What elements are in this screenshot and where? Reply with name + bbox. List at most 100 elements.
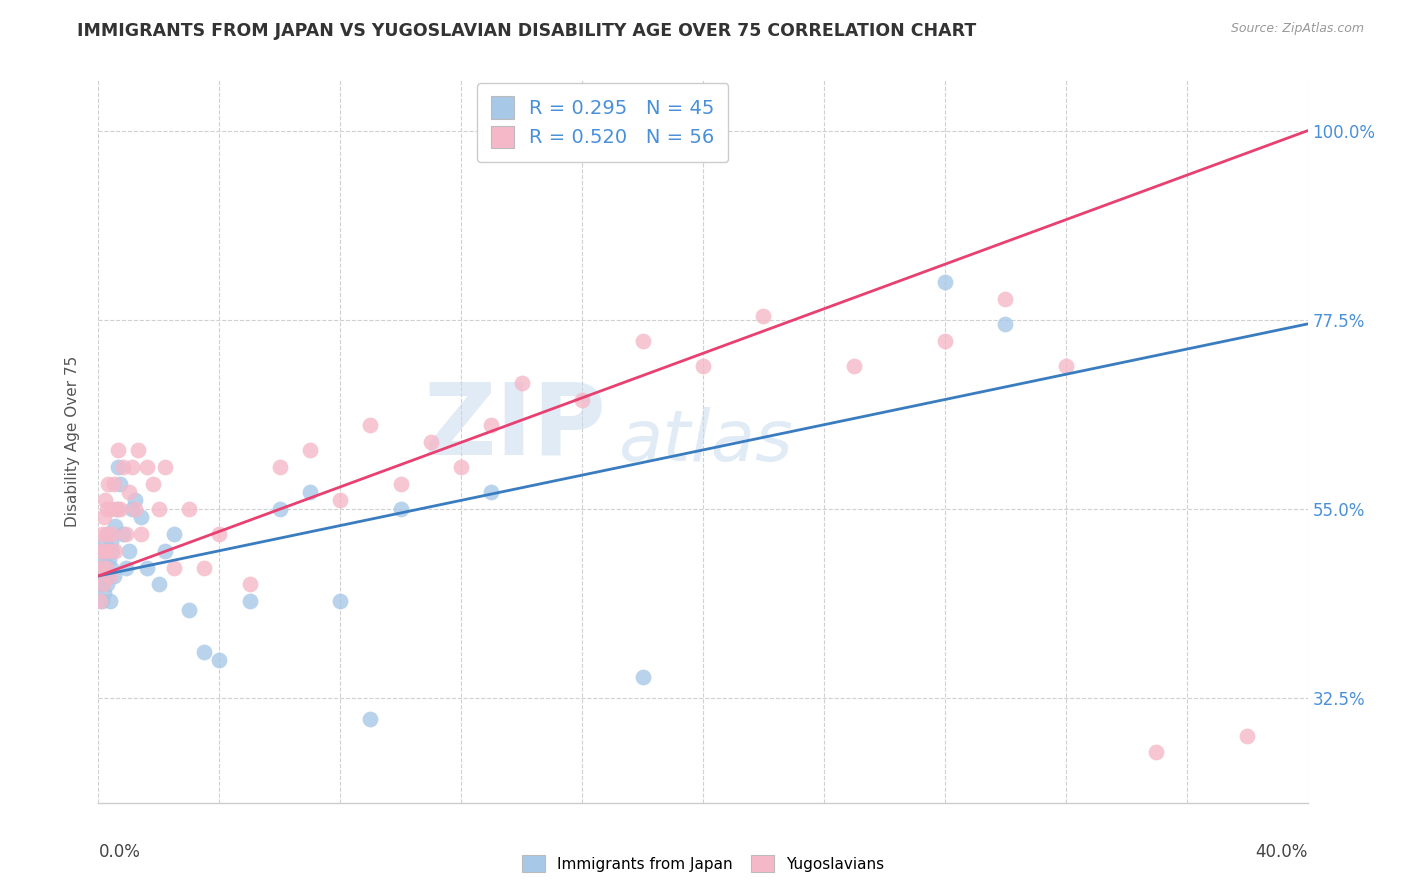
Point [93, 552, 115, 566]
Point [142, 476, 165, 491]
Point [420, 434, 443, 449]
Point [148, 501, 170, 516]
Point [163, 560, 186, 574]
Point [389, 501, 412, 516]
Point [129, 527, 152, 541]
Point [108, 501, 131, 516]
Point [94, 493, 117, 508]
Point [239, 594, 262, 608]
Point [91, 594, 114, 608]
Point [114, 560, 136, 574]
Point [96, 527, 118, 541]
Point [148, 577, 170, 591]
Point [98, 543, 121, 558]
Point [108, 476, 131, 491]
Point [269, 459, 291, 474]
Text: 40.0%: 40.0% [1256, 843, 1308, 861]
Point [103, 569, 125, 583]
Point [101, 543, 124, 558]
Point [153, 459, 176, 474]
Legend: Immigrants from Japan, Yugoslavians: Immigrants from Japan, Yugoslavians [515, 847, 891, 880]
Y-axis label: Disability Age Over 75: Disability Age Over 75 [65, 356, 80, 527]
Point [97, 476, 120, 491]
Point [934, 275, 956, 289]
Point [269, 501, 291, 516]
Point [994, 292, 1017, 306]
Point [389, 476, 412, 491]
Point [360, 712, 382, 726]
Point [135, 459, 157, 474]
Text: ZIP: ZIP [423, 378, 606, 475]
Point [299, 485, 322, 500]
Point [163, 527, 186, 541]
Point [571, 392, 593, 407]
Point [934, 334, 956, 348]
Point [91, 577, 114, 591]
Point [97, 569, 120, 583]
Text: 0.0%: 0.0% [98, 843, 141, 861]
Point [89, 594, 111, 608]
Point [752, 309, 775, 323]
Point [208, 653, 231, 667]
Point [153, 543, 176, 558]
Point [135, 560, 157, 574]
Point [101, 527, 124, 541]
Point [329, 594, 352, 608]
Point [450, 459, 472, 474]
Point [329, 493, 352, 508]
Point [90, 577, 112, 591]
Point [100, 560, 122, 574]
Point [105, 501, 128, 516]
Text: atlas: atlas [619, 407, 793, 476]
Point [93, 510, 115, 524]
Point [96, 577, 118, 591]
Point [179, 501, 201, 516]
Point [107, 459, 129, 474]
Point [90, 560, 112, 574]
Point [118, 485, 141, 500]
Point [1146, 745, 1168, 759]
Point [98, 552, 121, 566]
Text: Source: ZipAtlas.com: Source: ZipAtlas.com [1230, 22, 1364, 36]
Point [98, 594, 121, 608]
Point [90, 543, 112, 558]
Point [994, 317, 1017, 331]
Point [193, 560, 215, 574]
Point [481, 417, 503, 432]
Point [96, 527, 118, 541]
Point [94, 560, 117, 574]
Point [1236, 729, 1258, 743]
Point [124, 493, 146, 508]
Point [104, 518, 127, 533]
Text: IMMIGRANTS FROM JAPAN VS YUGOSLAVIAN DISABILITY AGE OVER 75 CORRELATION CHART: IMMIGRANTS FROM JAPAN VS YUGOSLAVIAN DIS… [77, 22, 977, 40]
Point [208, 527, 231, 541]
Point [96, 501, 118, 516]
Point [105, 501, 128, 516]
Point [111, 527, 134, 541]
Point [844, 359, 866, 373]
Point [239, 577, 262, 591]
Point [107, 442, 129, 457]
Point [631, 670, 654, 684]
Point [94, 535, 117, 549]
Point [103, 476, 125, 491]
Point [93, 543, 115, 558]
Point [127, 442, 149, 457]
Point [89, 560, 111, 574]
Point [481, 485, 503, 500]
Point [129, 510, 152, 524]
Point [111, 459, 134, 474]
Point [510, 376, 533, 390]
Point [104, 543, 127, 558]
Point [118, 543, 141, 558]
Point [98, 569, 121, 583]
Point [91, 527, 114, 541]
Legend: R = 0.295   N = 45, R = 0.520   N = 56: R = 0.295 N = 45, R = 0.520 N = 56 [477, 83, 728, 161]
Point [90, 543, 112, 558]
Point [692, 359, 714, 373]
Point [100, 501, 122, 516]
Point [114, 527, 136, 541]
Point [124, 501, 146, 516]
Point [360, 417, 382, 432]
Point [193, 644, 215, 658]
